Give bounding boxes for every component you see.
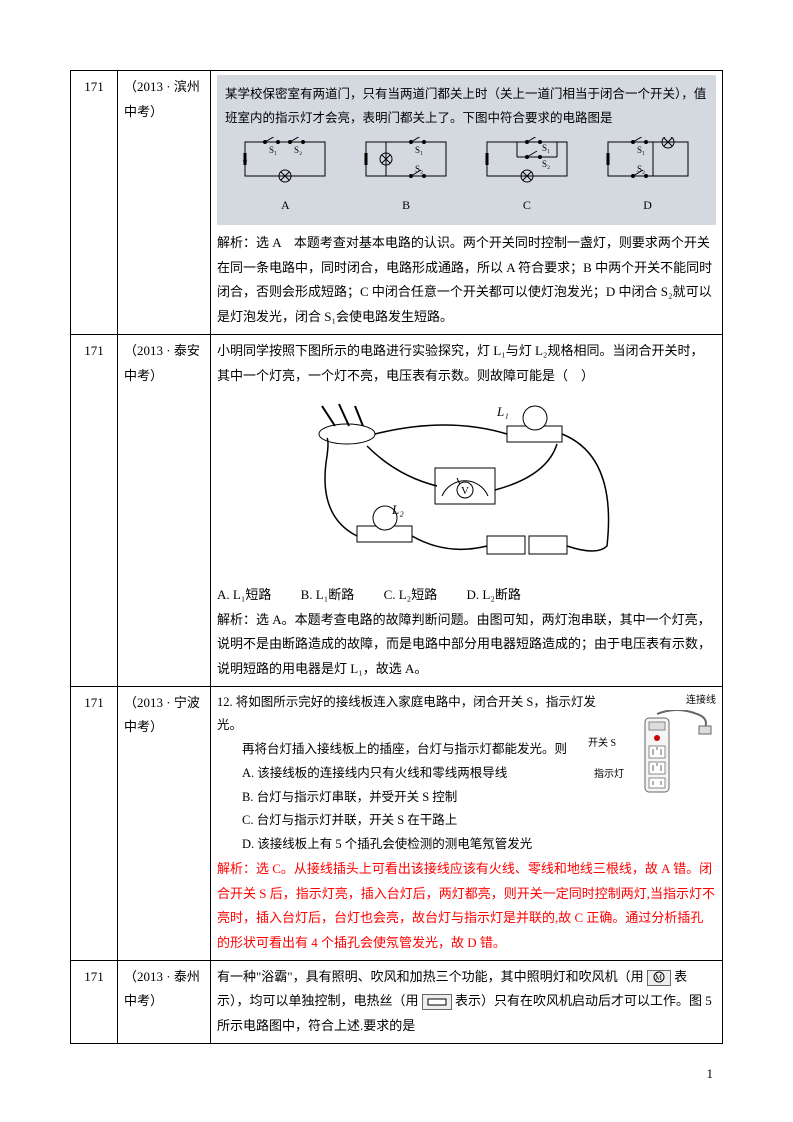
analysis-text: 解析：选 C。从接线插头上可看出该接线应该有火线、零线和地线三根线，故 A 错。… <box>217 857 716 956</box>
option-b: B. L₁断路 <box>301 587 355 602</box>
row-content: 小明同学按照下图所示的电路进行实验探究，灯 L₁与灯 L₂规格相同。当闭合开关时… <box>211 334 723 686</box>
svg-text:S₂: S₂ <box>294 145 302 155</box>
circuit-diagram-c: S₁ S₂ <box>482 137 572 187</box>
experiment-circuit-image: L₁ V L₂ <box>217 396 716 575</box>
row-num: 171 <box>71 960 118 1043</box>
row-source: （2013 · 宁波中考） <box>118 686 211 960</box>
option-c: C. L₂短路 <box>384 587 438 602</box>
row-content: 有一种"浴霸"，具有照明、吹风和加热三个功能，其中照明灯和吹风机（用 M 表示）… <box>211 960 723 1043</box>
led-label: 指示灯 <box>594 765 684 784</box>
question-image-area: 某学校保密室有两道门，只有当两道门都关上时（关上一道门相当于闭合一个开关），值 … <box>217 75 716 225</box>
cable-label: 连接线 <box>626 691 716 710</box>
analysis-text: 解析：选 A 本题考查对基本电路的认识。两个开关同时控制一盏灯，则要求两个开关在… <box>217 231 716 330</box>
svg-text:L₂: L₂ <box>391 502 404 517</box>
resistor-symbol-icon <box>422 994 452 1010</box>
svg-text:L₁: L₁ <box>496 404 509 419</box>
row-source: （2013 · 泰安中考） <box>118 334 211 686</box>
question-line: 某学校保密室有两道门，只有当两道门都关上时（关上一道门相当于闭合一个开关），值 <box>225 83 708 107</box>
options-line: A. L₁短路 B. L₁断路 C. L₂短路 D. L₂断路 <box>217 583 716 608</box>
svg-text:S₁: S₁ <box>415 145 423 155</box>
circuit-diagram-b: S₁ S₂ <box>361 137 451 187</box>
svg-text:S₁: S₁ <box>542 143 550 153</box>
circuit-diagram-a: S₁ S₂ <box>240 137 330 187</box>
question-line: 班室内的指示灯才会亮，表明门都关上了。下图中符合要求的电路图是 <box>225 107 708 131</box>
row-content: 某学校保密室有两道门，只有当两道门都关上时（关上一道门相当于闭合一个开关），值 … <box>211 71 723 335</box>
row-num: 171 <box>71 334 118 686</box>
option-a: A. 该接线板的连接线内只有火线和零线两根导线 <box>217 762 618 786</box>
row-content: 12. 将如图所示完好的接线板连入家庭电路中，闭合开关 S，指示灯发光。 再将台… <box>211 686 723 960</box>
svg-text:M: M <box>655 973 662 982</box>
svg-text:S₂: S₂ <box>542 159 550 169</box>
option-label: A <box>240 194 330 217</box>
option-label: B <box>361 194 451 217</box>
row-num: 171 <box>71 686 118 960</box>
row-num: 171 <box>71 71 118 335</box>
option-label: C <box>482 194 572 217</box>
motor-symbol-icon: M <box>647 970 671 986</box>
option-b: B. 台灯与指示灯串联，并受开关 S 控制 <box>217 786 618 810</box>
row-source: （2013 · 泰州中考） <box>118 960 211 1043</box>
svg-text:S₁: S₁ <box>637 145 645 155</box>
option-a: A. L₁短路 <box>217 587 271 602</box>
svg-text:S₂: S₂ <box>415 164 423 174</box>
circuit-diagram-d: S₁ S₂ <box>603 137 693 187</box>
option-d: D. 该接线板上有 5 个插孔会使检测的测电笔氖管发光 <box>217 833 618 857</box>
question-title: 12. 将如图所示完好的接线板连入家庭电路中，闭合开关 S，指示灯发光。 <box>217 691 618 739</box>
svg-text:S₂: S₂ <box>637 164 645 174</box>
svg-text:S₁: S₁ <box>269 145 277 155</box>
analysis-text: 解析：选 A。本题考查电路的故障判断问题。由图可知，两灯泡串联，其中一个灯亮，说… <box>217 608 716 682</box>
question-text-part: 有一种"浴霸"，具有照明、吹风和加热三个功能，其中照明灯和吹风机（用 <box>217 969 644 984</box>
switch-label: 开关 S <box>588 734 678 753</box>
page-number: 1 <box>707 1066 714 1082</box>
option-label: D <box>603 194 693 217</box>
option-d: D. L₂断路 <box>466 587 520 602</box>
question-sub: 再将台灯插入接线板上的插座，台灯与指示灯都能发光。则 <box>217 738 618 762</box>
question-text: 小明同学按照下图所示的电路进行实验探究，灯 L₁与灯 L₂规格相同。当闭合开关时… <box>217 339 716 388</box>
option-c: C. 台灯与指示灯并联，开关 S 在干路上 <box>217 809 618 833</box>
row-source: （2013 · 滨州中考） <box>118 71 211 335</box>
power-strip-figure: 连接线 开关 S 指示灯 <box>626 691 716 846</box>
svg-text:V: V <box>461 485 469 497</box>
